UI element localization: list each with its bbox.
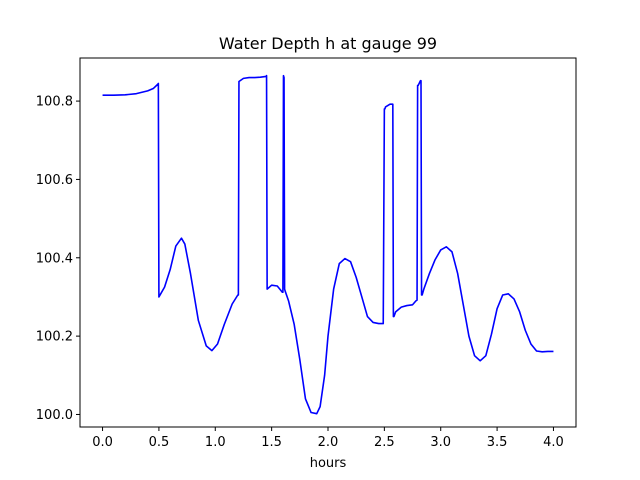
x-tick-label: 3.0 bbox=[430, 435, 451, 450]
series-line-group bbox=[102, 74, 554, 415]
y-tick-label: 100.8 bbox=[36, 95, 73, 110]
x-tick-label: 3.5 bbox=[487, 435, 508, 450]
series-line-0 bbox=[102, 74, 554, 415]
y-tick-label: 100.6 bbox=[36, 173, 73, 188]
plot-frame bbox=[79, 57, 577, 428]
x-tick-label: 1.0 bbox=[205, 435, 226, 450]
y-tick-label: 100.2 bbox=[36, 330, 73, 345]
x-tick-label: 2.0 bbox=[318, 435, 339, 450]
y-tick-label: 100.0 bbox=[36, 408, 73, 423]
x-axis-label: hours bbox=[310, 456, 347, 471]
x-tick-label: 1.5 bbox=[261, 435, 282, 450]
x-tick-label: 2.5 bbox=[374, 435, 395, 450]
x-tick-label: 0.5 bbox=[149, 435, 170, 450]
y-tick-label: 100.4 bbox=[36, 251, 73, 266]
x-axis: 0.0 0.5 1.0 1.5 2.0 2.5 3.0 3.5 4.0 bbox=[92, 427, 564, 450]
x-tick-label: 4.0 bbox=[543, 435, 564, 450]
y-axis: 100.0 100.2 100.4 100.6 100.8 bbox=[36, 95, 80, 423]
chart-title: Water Depth h at gauge 99 bbox=[219, 34, 437, 53]
x-tick-label: 0.0 bbox=[92, 435, 113, 450]
